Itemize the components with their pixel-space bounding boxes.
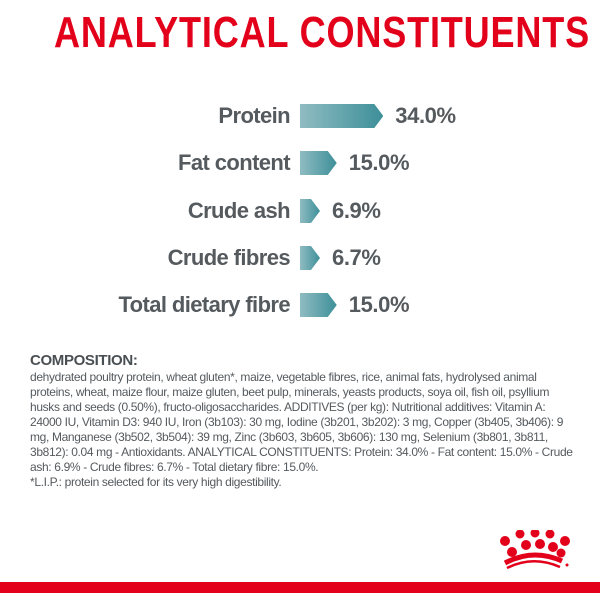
constituent-row: Fat content 15.0% [0,150,600,176]
constituent-bar [300,246,320,270]
brand-red-stripe [0,582,600,593]
constituent-bar [300,293,337,317]
constituent-value: 6.7% [332,245,381,270]
constituent-label: Fat content [178,150,291,175]
constituent-bar [300,151,337,175]
constituent-row: Crude fibres 6.7% [0,245,600,271]
constituent-row: Protein 34.0% [0,103,600,129]
composition-heading: COMPOSITION: [30,352,138,369]
constituent-label: Total dietary fibre [118,292,290,317]
constituent-value: 15.0% [348,292,410,317]
constituent-value: 6.9% [332,198,381,223]
constituent-value: 34.0% [395,103,456,128]
constituent-bar [300,199,320,223]
constituent-value: 15.0% [348,150,410,175]
brand-crown-logo [495,528,575,577]
constituent-bar [300,104,383,128]
constituent-label: Crude fibres [167,245,291,270]
constituent-label: Protein [218,103,290,128]
constituent-label: Crude ash [187,198,291,223]
composition-footnote: *L.I.P.: protein selected for its very h… [30,475,282,489]
constituent-row: Total dietary fibre 15.0% [0,292,600,318]
composition-text: COMPOSITION: dehydrated poultry protein,… [30,352,575,490]
page-title: ANALYTICAL CONSTITUENTS [54,8,591,57]
composition-body: dehydrated poultry protein, wheat gluten… [30,370,573,474]
constituent-row: Crude ash 6.9% [0,198,600,224]
